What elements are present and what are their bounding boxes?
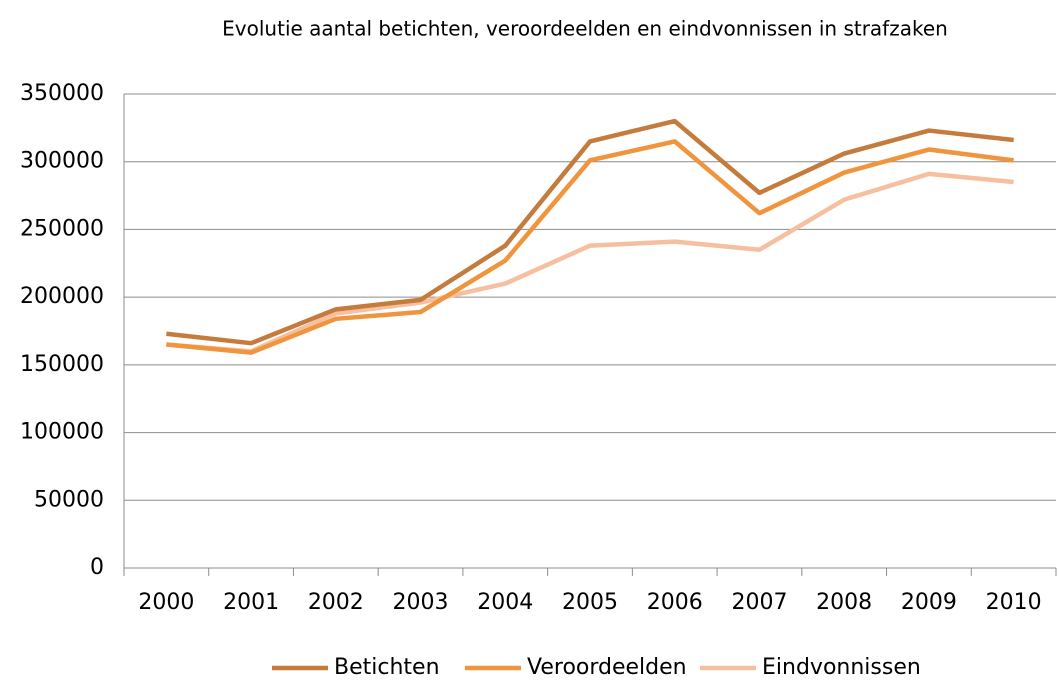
x-tick-label: 2006 bbox=[647, 590, 703, 615]
legend-label: Eindvonnissen bbox=[762, 655, 921, 680]
x-tick-label: 2010 bbox=[986, 590, 1042, 615]
line-series bbox=[166, 118, 1014, 346]
y-tick-label: 50000 bbox=[34, 487, 104, 512]
y-tick-label: 350000 bbox=[20, 81, 104, 106]
y-tick-label: 0 bbox=[90, 555, 104, 580]
line-series bbox=[166, 139, 1014, 355]
legend-label: Veroordeelden bbox=[527, 655, 687, 680]
x-tick-label: 2007 bbox=[731, 590, 787, 615]
x-tick-label: 2004 bbox=[477, 590, 533, 615]
legend-label: Betichten bbox=[334, 655, 440, 680]
x-tick-label: 2005 bbox=[562, 590, 618, 615]
y-tick-label: 250000 bbox=[20, 216, 104, 241]
x-tick-label: 2009 bbox=[901, 590, 957, 615]
x-tick-label: 2008 bbox=[816, 590, 872, 615]
x-tick-label: 2002 bbox=[308, 590, 364, 615]
chart-title: Evolutie aantal betichten, veroordeelden… bbox=[222, 17, 948, 41]
y-tick-label: 150000 bbox=[20, 352, 104, 377]
x-tick-label: 2003 bbox=[393, 590, 449, 615]
y-tick-label: 300000 bbox=[20, 149, 104, 174]
x-tick-label: 2000 bbox=[138, 590, 194, 615]
y-tick-label: 100000 bbox=[20, 420, 104, 445]
line-series bbox=[166, 171, 1014, 354]
y-tick-label: 200000 bbox=[20, 284, 104, 309]
x-tick-label: 2001 bbox=[223, 590, 279, 615]
